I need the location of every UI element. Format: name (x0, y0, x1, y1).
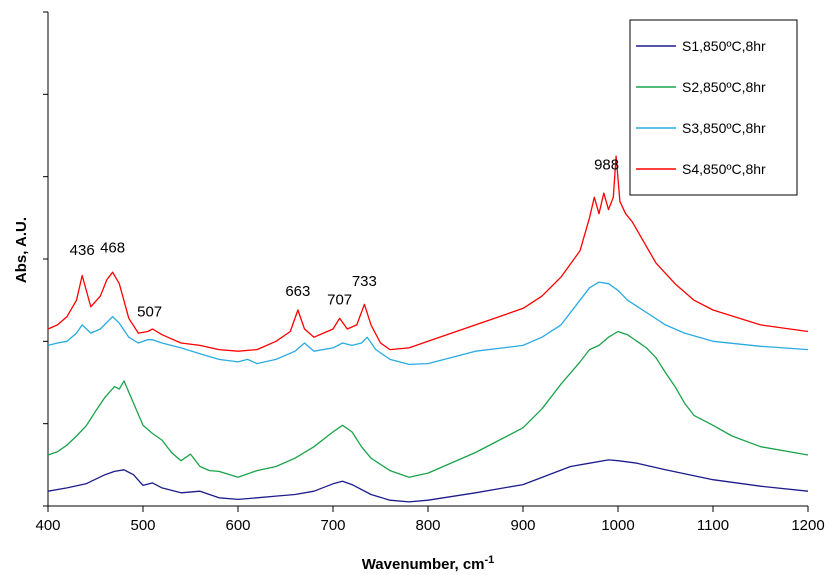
legend-label-3: S3,850ºC,8hr (682, 120, 766, 136)
series-line-3 (47, 281, 809, 366)
legend-label-1: S1,850ºC,8hr (682, 38, 766, 54)
legend-label-2: S2,850ºC,8hr (682, 79, 766, 95)
y-axis-title: Abs, A.U. (13, 217, 30, 283)
peak-label-436: 436 (70, 242, 95, 259)
peak-label-507: 507 (137, 304, 162, 321)
ticks-layer: 400 500 600 700 800 900 1000 1100 1200 (35, 11, 825, 534)
legend-items: S1,850ºC,8hr S2,850ºC,8hr S3,850ºC,8hr S4,8… (636, 38, 766, 177)
series-line-1 (47, 459, 809, 503)
peak-label-663: 663 (285, 283, 310, 300)
x-tick-label-1000: 1000 (601, 517, 634, 534)
x-axis-title-sup: -1 (485, 554, 495, 566)
x-tick-label-400: 400 (35, 517, 60, 534)
x-tick-label-1200: 1200 (791, 517, 824, 534)
peak-label-707: 707 (327, 291, 352, 308)
x-axis-title-main: Wavenumber, cm (362, 556, 485, 573)
peak-label-468: 468 (100, 239, 125, 256)
legend-label-4: S4,850ºC,8hr (682, 161, 766, 177)
series-layer (47, 155, 809, 503)
x-axis-title: Wavenumber, cm-1 (362, 554, 495, 573)
legend: S1,850ºC,8hr S2,850ºC,8hr S3,850ºC,8hr S4,8… (629, 19, 798, 196)
x-tick-label-600: 600 (225, 517, 250, 534)
series-line-2 (47, 330, 809, 478)
peak-label-988: 988 (594, 156, 619, 173)
x-tick-label-1100: 1100 (697, 517, 729, 534)
series-line-4 (47, 155, 809, 352)
x-tick-label-800: 800 (415, 517, 440, 534)
x-tick-label-500: 500 (130, 517, 155, 534)
x-tick-label-700: 700 (320, 517, 345, 534)
legend-box (629, 19, 798, 196)
x-tick-label-900: 900 (510, 517, 535, 534)
peak-label-733: 733 (352, 273, 377, 290)
